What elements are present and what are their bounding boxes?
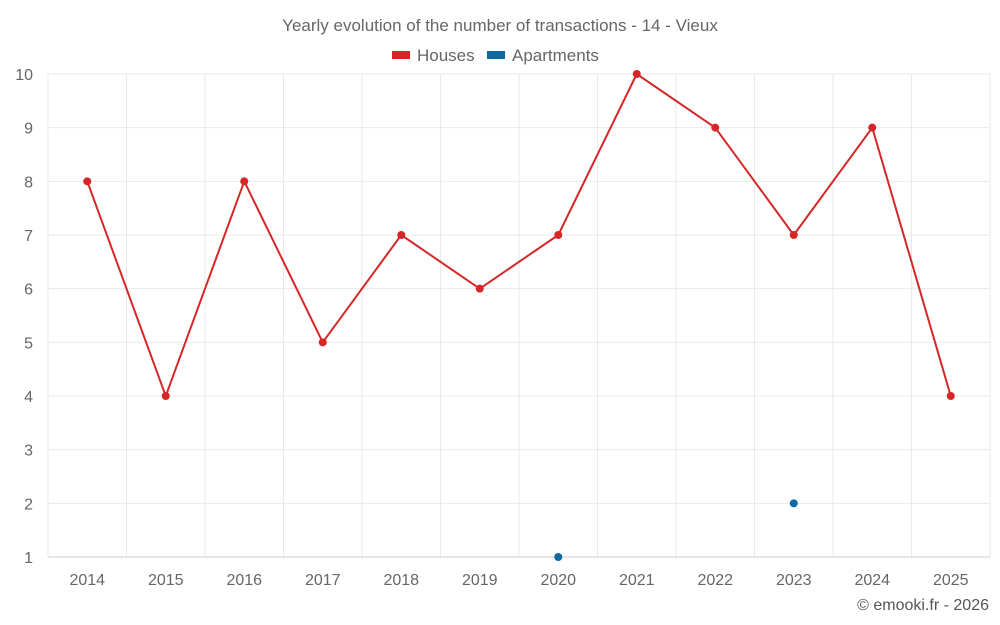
- x-tick-label: 2017: [305, 572, 341, 589]
- data-point-houses-2017[interactable]: [318, 338, 327, 347]
- y-tick-label: 2: [24, 496, 33, 513]
- y-tick-label: 7: [24, 228, 33, 245]
- y-tick-label: 9: [24, 121, 33, 138]
- legend: Houses Apartments: [392, 46, 599, 65]
- y-tick-label: 3: [24, 443, 33, 460]
- grid: [47, 73, 991, 558]
- data-point-houses-2018[interactable]: [397, 231, 406, 239]
- x-tick-label: 2020: [540, 572, 576, 589]
- data-point-houses-2021[interactable]: [632, 70, 641, 78]
- y-tick-label: 1: [24, 550, 33, 567]
- x-tick-label: 2018: [383, 572, 419, 589]
- x-axis-ticks: 2014 2015 2016 2017 2018 2019 2020 2021 2022 2023…: [69, 572, 968, 589]
- credit-text: © emooki.fr - 2026: [857, 597, 989, 614]
- data-point-houses-2022[interactable]: [711, 123, 720, 132]
- x-tick-label: 2023: [776, 572, 812, 589]
- x-tick-label: 2019: [462, 572, 498, 589]
- data-point-houses-2024[interactable]: [868, 123, 877, 132]
- series-line-houses: [86, 73, 952, 397]
- y-tick-label: 5: [24, 335, 33, 352]
- legend-label-apartments: Apartments: [512, 46, 599, 65]
- y-axis-ticks: 1 2 3 4 5 6 7 8 9 10: [15, 67, 33, 567]
- x-tick-label: 2014: [69, 572, 105, 589]
- data-point-houses-2025[interactable]: [946, 392, 955, 400]
- data-point-houses-2016[interactable]: [240, 177, 249, 186]
- series-apartments: [554, 499, 798, 561]
- legend-item-apartments[interactable]: Apartments: [487, 46, 599, 65]
- data-point-apartments-2020[interactable]: [554, 553, 563, 561]
- x-tick-label: 2024: [854, 572, 890, 589]
- x-tick-label: 2022: [697, 572, 733, 589]
- legend-label-houses: Houses: [417, 46, 475, 65]
- legend-swatch-houses: [392, 51, 410, 59]
- data-point-houses-2020[interactable]: [554, 231, 563, 239]
- data-point-houses-2015[interactable]: [161, 392, 170, 400]
- y-tick-label: 8: [24, 174, 33, 191]
- data-point-houses-2019[interactable]: [475, 284, 484, 293]
- x-tick-label: 2016: [226, 572, 262, 589]
- data-point-apartments-2023[interactable]: [789, 499, 798, 508]
- y-tick-label: 4: [24, 389, 33, 406]
- legend-item-houses[interactable]: Houses: [392, 46, 475, 65]
- x-tick-label: 2025: [933, 572, 969, 589]
- y-tick-label: 6: [24, 282, 33, 299]
- data-point-houses-2014[interactable]: [83, 177, 92, 186]
- series-houses: [83, 70, 955, 400]
- legend-swatch-apartments: [487, 51, 505, 59]
- x-tick-label: 2021: [619, 572, 655, 589]
- data-point-houses-2023[interactable]: [789, 231, 798, 239]
- x-tick-label: 2015: [148, 572, 184, 589]
- chart-title: Yearly evolution of the number of transa…: [282, 16, 718, 35]
- series-layer: [83, 70, 955, 561]
- y-tick-label: 10: [15, 67, 33, 84]
